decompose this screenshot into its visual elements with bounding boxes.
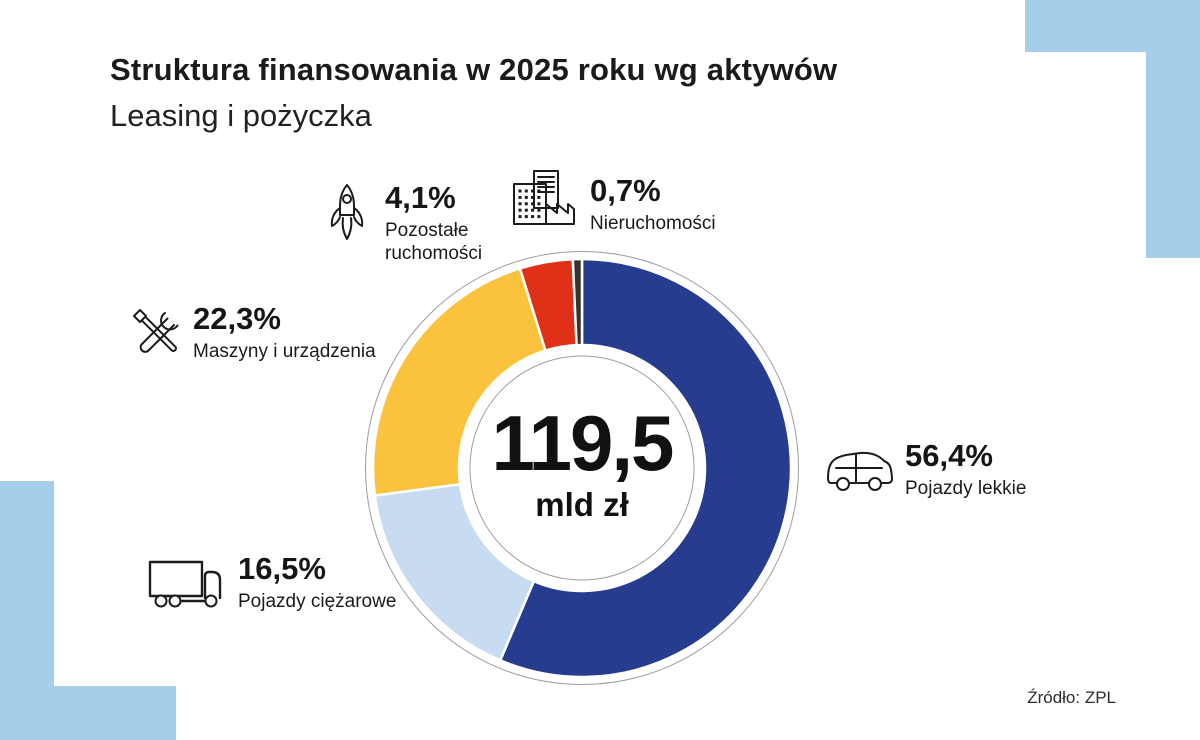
truck-icon xyxy=(148,556,228,610)
segment-name: Maszyny i urządzenia xyxy=(193,340,376,362)
donut-segments xyxy=(371,257,793,679)
source-note: Źródło: ZPL xyxy=(1027,688,1116,707)
segment-percent: 56,4% xyxy=(905,438,993,473)
segment-label-nieruchomosci: 0,7% Nieruchomości xyxy=(512,168,716,235)
corner-decoration-bottom-left-horizontal xyxy=(0,686,176,740)
buildings-icon xyxy=(512,168,578,226)
segment-name: Pojazdy ciężarowe xyxy=(238,590,397,612)
building-window-dot xyxy=(518,215,522,219)
segment-name: Pozostałe ruchomości xyxy=(385,219,483,264)
building-window-dot xyxy=(524,189,528,193)
donut-segment-van xyxy=(498,257,793,679)
segment-percent: 4,1% xyxy=(385,180,456,215)
donut-segment-tools xyxy=(371,267,547,497)
corner-decoration-top-right-vertical xyxy=(1146,52,1200,258)
page-subtitle: Leasing i pożyczka xyxy=(110,98,372,133)
segment-label-pojazdy-lekkie: 56,4% Pojazdy lekkie xyxy=(826,438,1027,500)
donut-outer-outline xyxy=(365,251,799,685)
corner-decoration-top-right-horizontal xyxy=(1025,0,1200,52)
building-window-dot xyxy=(524,208,528,212)
building-window-dot xyxy=(537,202,541,206)
building-window-dot xyxy=(537,195,541,199)
segment-name: Nieruchomości xyxy=(590,212,716,234)
building-window-dot xyxy=(537,215,541,219)
building-window-dot xyxy=(537,208,541,212)
segment-label-maszyny-i-urzadzenia: 22,3% Maszyny i urządzenia xyxy=(127,301,376,363)
building-window-dot xyxy=(524,215,528,219)
segment-label-pojazdy-ciezarowe: 16,5% Pojazdy ciężarowe xyxy=(148,551,397,613)
segment-percent: 22,3% xyxy=(193,301,281,336)
building-window-dot xyxy=(518,208,522,212)
donut-center-label: 119,5 mld zł xyxy=(432,404,732,524)
building-window-dot xyxy=(518,202,522,206)
segment-percent: 0,7% xyxy=(590,173,661,208)
building-window-dot xyxy=(531,208,535,212)
tools-icon xyxy=(127,303,185,361)
donut-inner-outline xyxy=(469,355,695,581)
total-unit: mld zł xyxy=(535,486,629,523)
segment-percent: 16,5% xyxy=(238,551,326,586)
building-window-dot xyxy=(524,195,528,199)
page-title: Struktura finansowania w 2025 roku wg ak… xyxy=(110,52,838,87)
segment-name: Pojazdy lekkie xyxy=(905,477,1027,499)
building-window-dot xyxy=(518,195,522,199)
donut-chart xyxy=(365,251,799,685)
total-value: 119,5 xyxy=(491,399,675,487)
building-window-dot xyxy=(524,202,528,206)
building-window-dot xyxy=(531,202,535,206)
building-window-dot xyxy=(531,195,535,199)
building-window-dot xyxy=(537,189,541,193)
building-window-dot xyxy=(531,215,535,219)
van-icon xyxy=(826,445,894,495)
building-window-dot xyxy=(518,189,522,193)
building-window-dot xyxy=(531,189,535,193)
donut-segment-buildings xyxy=(571,257,584,347)
segment-label-pozostale-ruchomosci: 4,1% Pozostałe ruchomości xyxy=(327,180,503,265)
rocket-icon xyxy=(327,182,367,246)
